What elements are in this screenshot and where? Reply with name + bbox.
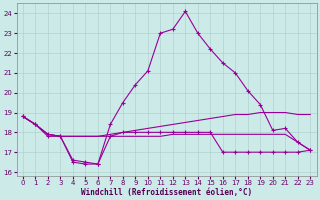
X-axis label: Windchill (Refroidissement éolien,°C): Windchill (Refroidissement éolien,°C): [81, 188, 252, 197]
